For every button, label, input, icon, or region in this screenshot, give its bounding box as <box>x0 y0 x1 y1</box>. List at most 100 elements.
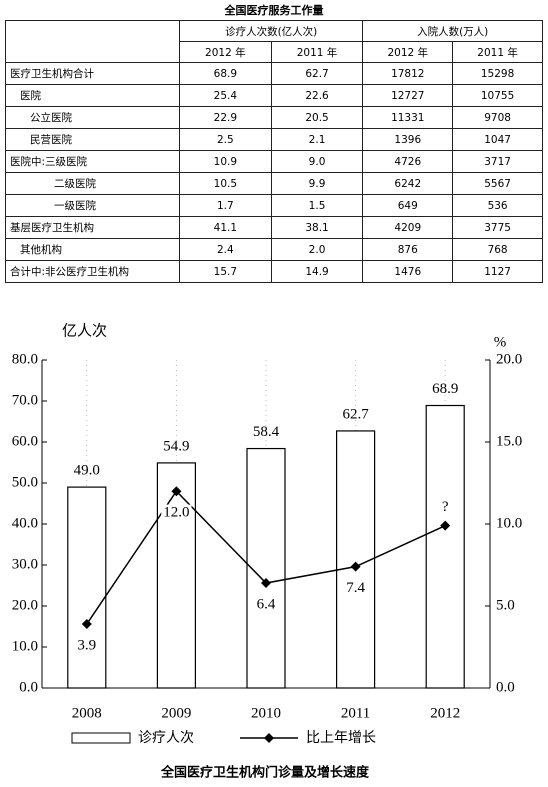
y2-tick-label: 5.0 <box>496 597 515 613</box>
row-label: 一级医院 <box>5 194 180 217</box>
header-cell: 诊疗人次数(亿人次) <box>178 20 364 42</box>
table-row: 民营医院 2.5 2.1 1396 1047 <box>5 128 543 151</box>
value-cell: 9.0 <box>270 150 364 173</box>
line-marker <box>350 561 361 572</box>
y-tick-label: 80.0 <box>12 351 38 367</box>
y-tick-label: 50.0 <box>12 474 38 490</box>
value-cell: 1.7 <box>179 194 272 217</box>
y2-tick-label: 20.0 <box>496 351 522 367</box>
value-cell: 3717 <box>452 150 543 173</box>
bar-value-label: 58.4 <box>253 424 280 440</box>
line-value-label: 6.4 <box>257 596 276 612</box>
label-bg <box>161 504 192 521</box>
table: 诊疗人次数(亿人次) 入院人数(万人) 2012 年 2011 年 2012 年 2011… <box>5 20 543 283</box>
x-tick-label: 2008 <box>72 705 102 721</box>
bar <box>425 404 465 689</box>
x-tick-label: 2011 <box>341 705 370 721</box>
value-cell: 15.7 <box>179 260 272 283</box>
legend-swatch <box>264 733 274 743</box>
subheader-cell: 2012 年 <box>362 41 454 63</box>
value-cell: 1396 <box>362 128 454 151</box>
legend-label: 诊疗人次 <box>138 730 194 746</box>
header-cell <box>5 20 180 63</box>
value-cell: 1476 <box>362 260 454 283</box>
label-bg <box>254 596 278 613</box>
row-label: 基层医疗卫生机构 <box>5 216 180 239</box>
value-cell: 536 <box>452 194 543 217</box>
value-cell: 2.4 <box>179 238 272 261</box>
value-cell: 22.9 <box>179 106 272 129</box>
value-cell: 22.6 <box>270 84 364 107</box>
y-tick-label: 30.0 <box>12 556 38 572</box>
value-cell: 649 <box>362 194 454 217</box>
bar-value-label: 68.9 <box>432 381 458 397</box>
value-cell: 12727 <box>362 84 454 107</box>
y2-tick-label: 15.0 <box>496 433 522 449</box>
value-cell: 41.1 <box>179 216 272 239</box>
table-row: 二级医院 10.5 9.9 6242 5567 <box>5 172 543 195</box>
line-marker <box>171 486 182 497</box>
value-cell: 9708 <box>452 106 543 129</box>
value-cell: 5567 <box>452 172 543 195</box>
bar-value-label: 62.7 <box>342 406 369 422</box>
bar-value-label: 49.0 <box>74 463 100 479</box>
subheader-cell: 2012 年 <box>179 41 272 63</box>
value-cell: 876 <box>362 238 454 261</box>
table-row: 医院中:三级医院 10.9 9.0 4726 3717 <box>5 150 543 173</box>
value-cell: 3775 <box>452 216 543 239</box>
value-cell: 4726 <box>362 150 454 173</box>
row-label: 医疗卫生机构合计 <box>5 62 180 85</box>
line-value-label: 3.9 <box>77 637 96 653</box>
value-cell: 1.5 <box>270 194 364 217</box>
value-cell: 1127 <box>452 260 543 283</box>
row-label: 医院 <box>5 84 180 107</box>
line-value-label: ? <box>442 499 449 515</box>
value-cell: 62.7 <box>270 62 364 85</box>
value-cell: 2.0 <box>270 238 364 261</box>
row-label: 公立医院 <box>5 106 180 129</box>
table-row: 诊疗人次数(亿人次) 入院人数(万人) <box>5 20 543 63</box>
y-tick-label: 70.0 <box>12 392 38 408</box>
bar <box>67 486 107 689</box>
x-tick-label: 2009 <box>161 705 191 721</box>
header-cell: 入院人数(万人) <box>362 20 543 42</box>
value-cell: 38.1 <box>270 216 364 239</box>
row-label: 二级医院 <box>5 172 180 195</box>
value-cell: 10755 <box>452 84 543 107</box>
value-cell: 25.4 <box>179 84 272 107</box>
bar <box>156 462 196 689</box>
value-cell: 2.5 <box>179 128 272 151</box>
table-row: 医院 25.4 22.6 12727 10755 <box>5 84 543 107</box>
bar <box>336 430 376 689</box>
table-row: 医疗卫生机构合计 68.9 62.7 17812 15298 <box>5 62 543 85</box>
legend-swatch <box>71 732 131 744</box>
line-marker <box>81 619 92 630</box>
table-title: 全国医疗服务工作量 <box>224 4 324 17</box>
legend-label: 比上年增长 <box>306 730 376 746</box>
y-axis-label: 亿人次 <box>62 322 107 340</box>
chart-title: 全国医疗卫生机构门诊量及增长速度 <box>160 765 370 781</box>
x-tick-label: 2012 <box>430 705 460 721</box>
y-tick-label: 10.0 <box>12 638 38 654</box>
value-cell: 14.9 <box>270 260 364 283</box>
row-label: 民营医院 <box>5 128 180 151</box>
value-cell: 11331 <box>362 106 454 129</box>
table-row: 其他机构 2.4 2.0 876 768 <box>5 238 543 261</box>
value-cell: 9.9 <box>270 172 364 195</box>
y-tick-label: 60.0 <box>12 433 38 449</box>
y-tick-label: 40.0 <box>12 515 38 531</box>
y2-tick-label: 0.0 <box>496 679 515 695</box>
value-cell: 10.5 <box>179 172 272 195</box>
table-row: 合计中:非公医疗卫生机构 15.7 14.9 1476 1127 <box>5 260 543 283</box>
bar-value-label: 54.9 <box>163 438 189 454</box>
value-cell: 68.9 <box>179 62 272 85</box>
line-marker <box>440 520 451 531</box>
y2-tick-label: 10.0 <box>496 515 522 531</box>
value-cell: 2.1 <box>270 128 364 151</box>
value-cell: 20.5 <box>270 106 364 129</box>
table-row: 基层医疗卫生机构 41.1 38.1 4209 3775 <box>5 216 543 239</box>
row-label: 其他机构 <box>5 238 180 261</box>
table-row: 一级医院 1.7 1.5 649 536 <box>5 194 543 217</box>
bar <box>246 447 286 689</box>
